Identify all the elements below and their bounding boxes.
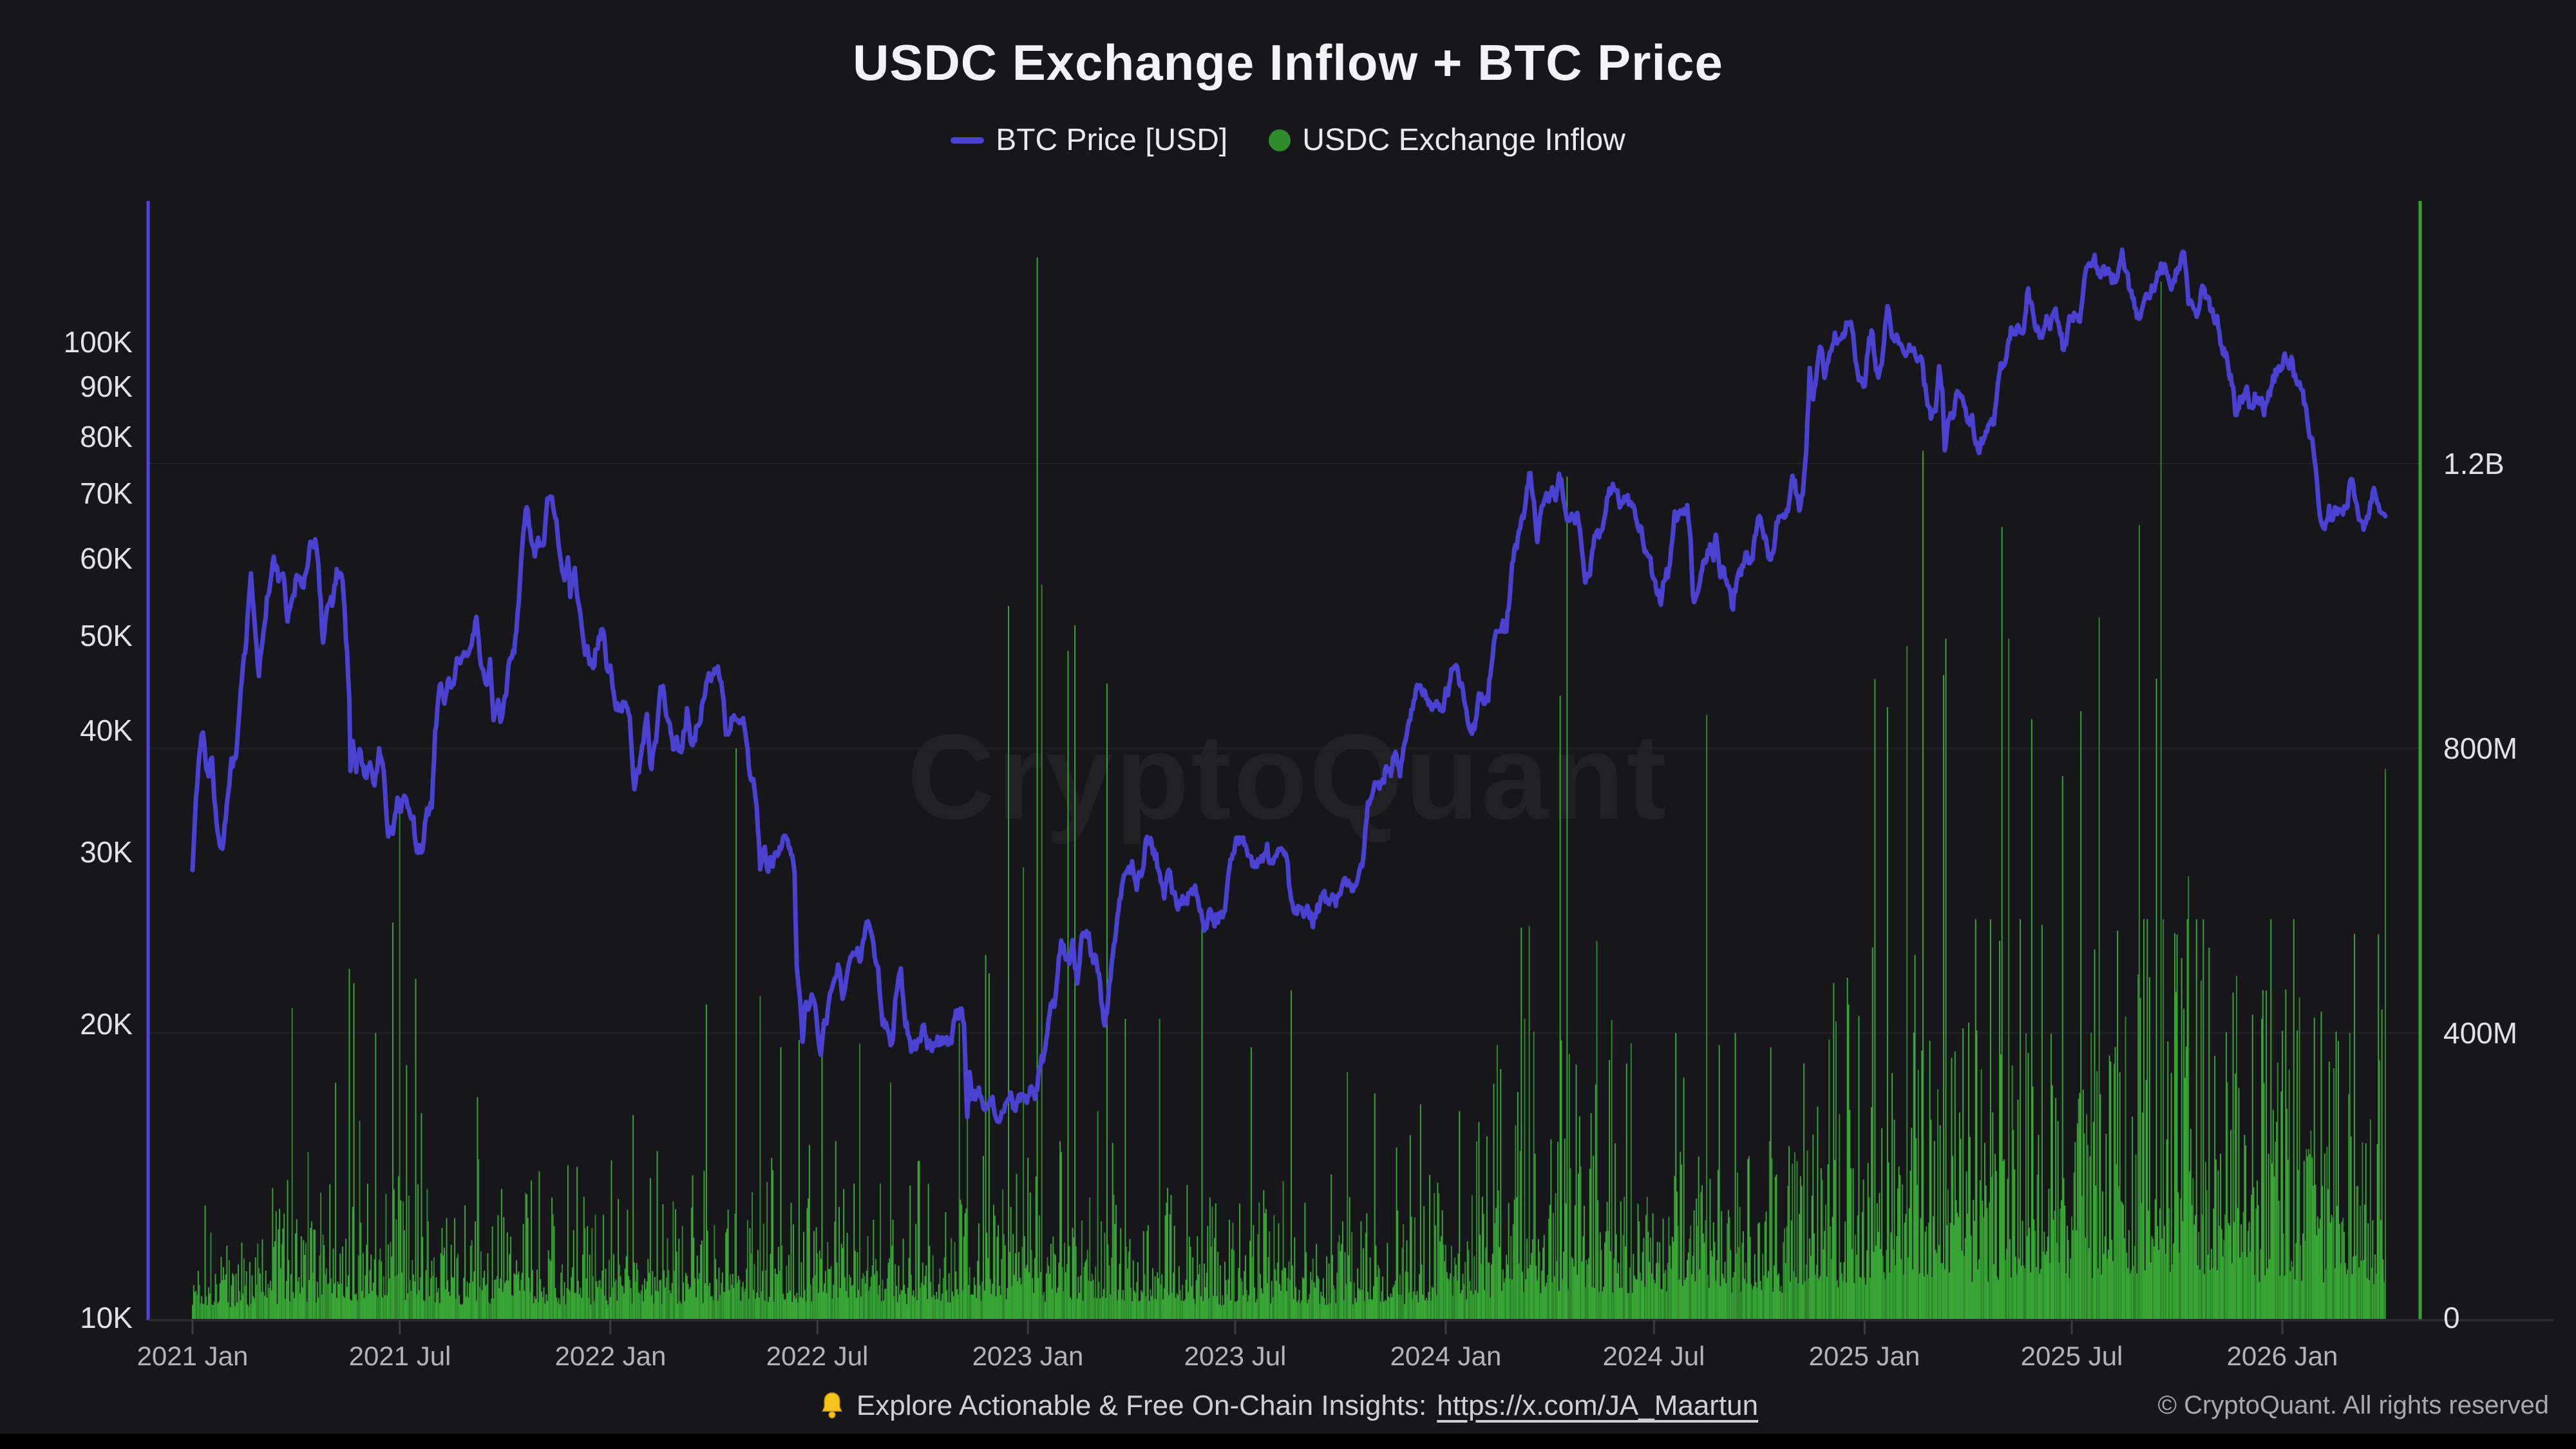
y-axis-left-tick-label: 40K	[80, 714, 133, 747]
legend-item-btc-price: BTC Price [USD]	[951, 122, 1227, 158]
legend-item-usdc-inflow: USDC Exchange Inflow	[1269, 122, 1625, 158]
x-axis-tick-label: 2021 Jan	[137, 1341, 249, 1371]
y-axis-left-tick-label: 70K	[80, 477, 133, 510]
x-axis-tick-label: 2022 Jul	[766, 1341, 869, 1371]
x-axis-tick-label: 2022 Jan	[554, 1341, 667, 1371]
y-axis-left-tick-label: 80K	[80, 420, 133, 453]
y-axis-left-tick-label: 50K	[80, 619, 133, 652]
x-axis-tick-label: 2025 Jul	[2020, 1341, 2123, 1371]
footer-promo: Explore Actionable & Free On-Chain Insig…	[0, 1383, 2576, 1428]
x-axis-tick-label: 2024 Jul	[1602, 1341, 1705, 1371]
usdc-dot-swatch-icon	[1269, 129, 1291, 151]
bell-icon	[822, 1392, 842, 1419]
y-axis-right-tick-label: 400M	[2443, 1016, 2518, 1050]
footer-promo-link[interactable]: https://x.com/JA_Maartun	[1437, 1390, 1759, 1421]
x-axis-tick-label: 2023 Jul	[1184, 1341, 1287, 1371]
y-axis-left-tick-label: 60K	[80, 542, 133, 575]
copyright-text: © CryptoQuant. All rights reserved	[2157, 1391, 2550, 1419]
cryptoquant-watermark: CryptoQuant	[0, 707, 2576, 846]
usdc-inflow-bars	[192, 257, 2386, 1320]
y-axis-right-tick-label: 1.2B	[2443, 447, 2505, 480]
legend-label-btc: BTC Price [USD]	[996, 123, 1228, 157]
y-axis-right-tick-label: 800M	[2443, 732, 2518, 765]
y-axis-left-tick-label: 20K	[80, 1007, 133, 1041]
btc-price-line	[190, 247, 2388, 1124]
y-axis-left-tick-label: 10K	[80, 1301, 133, 1334]
bottom-strip	[0, 1434, 2576, 1449]
x-axis-tick-label: 2021 Jul	[348, 1341, 451, 1371]
x-axis-tick-label: 2024 Jan	[1390, 1341, 1502, 1371]
x-axis-tick-label: 2023 Jan	[972, 1341, 1084, 1371]
page-title: USDC Exchange Inflow + BTC Price	[853, 34, 1723, 91]
y-axis-right-tick-label: 0	[2443, 1301, 2460, 1334]
y-axis-left-tick-label: 90K	[80, 370, 133, 403]
x-axis-tick-label: 2025 Jan	[1808, 1341, 1920, 1371]
y-axis-left-tick-label: 30K	[80, 835, 133, 869]
y-axis-left-tick-label: 100K	[63, 325, 133, 359]
legend-label-usdc: USDC Exchange Inflow	[1302, 123, 1625, 157]
btc-line-swatch-icon	[951, 137, 985, 144]
legend: BTC Price [USD] USDC Exchange Inflow	[0, 122, 2576, 158]
x-axis-tick-label: 2026 Jan	[2226, 1341, 2338, 1371]
footer-promo-text: Explore Actionable & Free On-Chain Insig…	[856, 1390, 1427, 1421]
